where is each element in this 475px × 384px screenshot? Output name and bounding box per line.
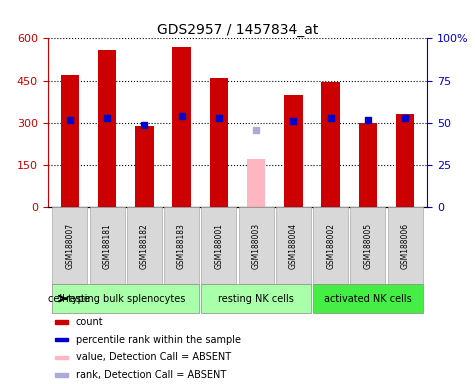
Text: percentile rank within the sample: percentile rank within the sample — [76, 334, 241, 344]
Bar — [55, 373, 68, 377]
Bar — [60, 75, 79, 207]
Bar — [172, 47, 191, 207]
Bar — [313, 284, 423, 313]
Text: GSM188002: GSM188002 — [326, 223, 335, 269]
Bar — [127, 207, 162, 284]
Bar — [98, 50, 116, 207]
Text: cell type: cell type — [48, 293, 90, 304]
Bar — [284, 95, 303, 207]
Bar — [396, 114, 415, 207]
Bar — [55, 356, 68, 359]
Bar — [209, 78, 228, 207]
Bar — [321, 82, 340, 207]
Bar — [52, 284, 199, 313]
Bar — [55, 320, 68, 324]
Bar — [247, 159, 266, 207]
Text: GSM188001: GSM188001 — [214, 223, 223, 269]
Text: activated NK cells: activated NK cells — [324, 293, 412, 304]
Text: resting bulk splenocytes: resting bulk splenocytes — [66, 293, 185, 304]
Bar — [313, 207, 348, 284]
Title: GDS2957 / 1457834_at: GDS2957 / 1457834_at — [157, 23, 318, 37]
Bar — [90, 207, 124, 284]
Text: GSM188182: GSM188182 — [140, 223, 149, 269]
Bar — [359, 123, 377, 207]
Bar — [388, 207, 423, 284]
Text: rank, Detection Call = ABSENT: rank, Detection Call = ABSENT — [76, 370, 226, 380]
Bar — [55, 338, 68, 341]
Text: GSM188005: GSM188005 — [363, 223, 372, 269]
Text: GSM188181: GSM188181 — [103, 223, 112, 269]
Text: GSM188004: GSM188004 — [289, 223, 298, 269]
Bar — [201, 207, 237, 284]
Text: GSM188183: GSM188183 — [177, 223, 186, 269]
Text: value, Detection Call = ABSENT: value, Detection Call = ABSENT — [76, 353, 231, 362]
Text: GSM188007: GSM188007 — [66, 223, 75, 269]
Bar — [276, 207, 311, 284]
Bar — [135, 126, 154, 207]
Bar — [201, 284, 311, 313]
Bar — [164, 207, 199, 284]
Text: resting NK cells: resting NK cells — [218, 293, 294, 304]
Bar — [351, 207, 385, 284]
Text: count: count — [76, 317, 104, 327]
Bar — [238, 207, 274, 284]
Text: GSM188006: GSM188006 — [400, 223, 409, 269]
Bar — [52, 207, 87, 284]
Text: GSM188003: GSM188003 — [252, 223, 261, 269]
